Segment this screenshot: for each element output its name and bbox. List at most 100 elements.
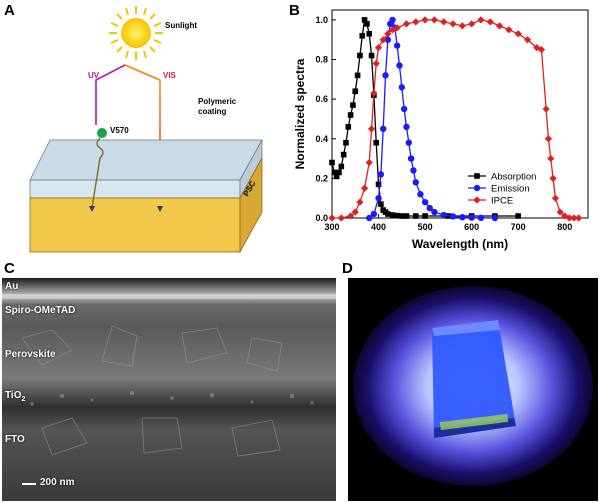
data-point	[366, 214, 373, 222]
dye-label: V570	[110, 126, 129, 135]
x-tick-label: 800	[557, 222, 572, 232]
data-point	[333, 173, 340, 180]
data-point	[440, 18, 448, 26]
coating-label: Polymeric coating	[198, 97, 237, 116]
layer-label-au: Au	[5, 281, 19, 292]
data-point	[431, 208, 438, 216]
legend-item: IPCE	[468, 196, 513, 207]
data-point	[388, 26, 397, 34]
data-point	[477, 214, 485, 222]
legend-item: Absorption	[468, 172, 536, 183]
data-point	[458, 22, 466, 30]
data-point	[468, 20, 476, 28]
data-point	[440, 211, 447, 219]
data-point	[374, 44, 383, 52]
y-tick-label: 0.0	[315, 213, 328, 223]
series-ipce	[328, 16, 583, 222]
data-point	[542, 105, 550, 113]
data-point	[412, 18, 420, 26]
layer-label-spiro: Spiro-OMeTAD	[5, 305, 76, 316]
x-tick-label: 700	[511, 222, 526, 232]
data-point	[329, 159, 335, 166]
psc-block	[29, 139, 263, 253]
data-point	[544, 135, 553, 143]
data-point	[331, 169, 338, 176]
data-point	[468, 214, 475, 221]
y-axis-label: Normalized spectra	[293, 58, 307, 169]
data-point	[385, 211, 391, 217]
data-point	[402, 20, 411, 28]
data-point	[328, 214, 336, 222]
data-point	[547, 154, 555, 163]
data-point	[399, 213, 405, 219]
data-point	[375, 181, 382, 188]
x-axis-label: Wavelength (nm)	[412, 237, 508, 251]
legend-item: Emission	[468, 184, 530, 195]
spectra-chart: 300 400 500 600 700 800 0.0 0.2 0.4 0.6 0.8 1.0 Wave…	[293, 9, 589, 251]
data-point	[350, 102, 356, 108]
data-point	[410, 167, 417, 174]
sun-icon	[109, 6, 163, 60]
data-point	[515, 213, 521, 219]
data-point	[359, 32, 366, 39]
data-point	[365, 158, 373, 167]
data-point	[570, 214, 578, 222]
legend-label: Emission	[491, 184, 530, 195]
data-point	[364, 21, 370, 27]
data-point	[422, 213, 428, 219]
data-point	[394, 212, 400, 219]
dye-molecule	[97, 128, 107, 138]
glass-substrate	[432, 320, 516, 438]
arrow-head-1	[89, 206, 95, 212]
data-point	[407, 155, 415, 162]
data-point	[491, 214, 499, 222]
device-schematic: Sunlight UV VIS PSC Polymeric coating V57…	[29, 6, 263, 253]
x-tick-label: 600	[464, 222, 479, 232]
data-point	[459, 214, 466, 221]
data-point	[565, 214, 573, 222]
data-point	[378, 201, 384, 207]
data-point	[417, 191, 424, 198]
legend-marker	[473, 196, 481, 204]
y-tick-label: 0.8	[315, 55, 328, 65]
data-point	[393, 42, 401, 49]
data-point	[345, 124, 352, 130]
photo-image	[348, 278, 598, 501]
data-point	[514, 30, 522, 38]
data-point	[389, 212, 396, 218]
data-point	[352, 88, 359, 95]
y-tick-label: 0.2	[315, 173, 328, 183]
y-tick-label: 0.4	[315, 134, 328, 144]
y-tick-label: 1.0	[315, 15, 328, 25]
series-absorption	[329, 17, 521, 219]
vis-label: VIS	[163, 71, 177, 80]
arrow-head-2	[157, 206, 163, 212]
converted-ray	[91, 137, 104, 209]
panel-letter-b: B	[289, 2, 300, 19]
data-point	[347, 112, 354, 118]
panel-letter-c: C	[4, 260, 15, 277]
device-photo	[348, 278, 598, 501]
data-point	[384, 36, 392, 43]
data-point	[343, 139, 349, 146]
data-point	[398, 84, 406, 91]
data-point	[412, 213, 419, 219]
data-point	[523, 36, 532, 44]
series-emission	[366, 16, 499, 222]
data-point	[360, 184, 369, 192]
data-point	[421, 16, 429, 24]
data-point	[372, 59, 380, 68]
sunlight-label: Sunlight	[165, 21, 197, 30]
scale-bar	[22, 483, 36, 485]
data-point	[449, 20, 457, 28]
data-point	[556, 208, 564, 216]
data-point	[396, 62, 403, 69]
data-point	[449, 213, 457, 220]
data-point	[361, 17, 368, 23]
sem-cross-section: Au Spiro-OMeTAD Perovskite TiO2 FTO 200 …	[2, 278, 336, 501]
data-point	[477, 16, 485, 24]
panel-letter-a: A	[4, 2, 15, 19]
panel-letter-d: D	[342, 260, 353, 277]
data-point	[382, 72, 389, 79]
data-point	[561, 212, 569, 220]
